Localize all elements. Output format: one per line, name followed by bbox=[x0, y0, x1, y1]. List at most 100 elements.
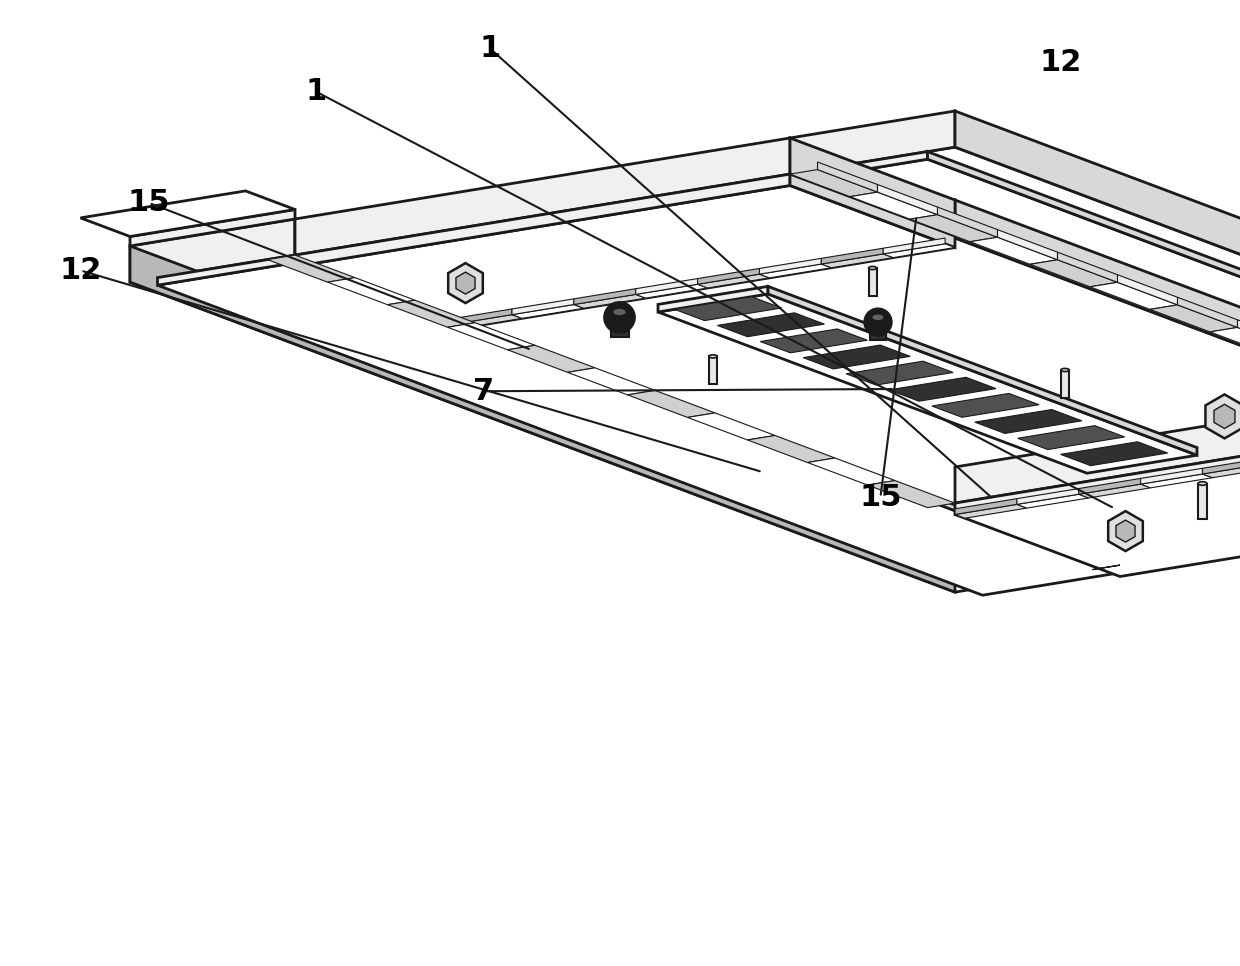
Circle shape bbox=[864, 308, 892, 336]
Polygon shape bbox=[718, 313, 825, 337]
Polygon shape bbox=[1030, 260, 1117, 287]
Polygon shape bbox=[889, 378, 996, 401]
Polygon shape bbox=[768, 286, 1197, 455]
Polygon shape bbox=[1092, 565, 1120, 570]
Polygon shape bbox=[759, 264, 831, 278]
Polygon shape bbox=[870, 322, 887, 340]
Polygon shape bbox=[868, 268, 877, 296]
Polygon shape bbox=[955, 422, 1240, 565]
Polygon shape bbox=[295, 255, 1120, 573]
Polygon shape bbox=[1141, 474, 1213, 488]
Polygon shape bbox=[790, 170, 878, 197]
Text: 15: 15 bbox=[128, 188, 170, 217]
Polygon shape bbox=[456, 272, 475, 294]
Polygon shape bbox=[868, 480, 955, 507]
Polygon shape bbox=[932, 393, 1039, 417]
Polygon shape bbox=[295, 185, 955, 328]
Polygon shape bbox=[81, 191, 295, 237]
Polygon shape bbox=[448, 323, 534, 350]
Polygon shape bbox=[817, 162, 878, 192]
Polygon shape bbox=[698, 269, 759, 284]
Polygon shape bbox=[790, 174, 955, 247]
Polygon shape bbox=[790, 159, 1240, 492]
Polygon shape bbox=[658, 286, 768, 312]
Text: 1: 1 bbox=[305, 77, 327, 106]
Polygon shape bbox=[636, 284, 708, 298]
Polygon shape bbox=[450, 315, 522, 328]
Polygon shape bbox=[975, 410, 1081, 434]
Polygon shape bbox=[1203, 458, 1240, 474]
Polygon shape bbox=[460, 200, 955, 319]
Polygon shape bbox=[1092, 565, 1120, 570]
Polygon shape bbox=[460, 238, 1240, 505]
Polygon shape bbox=[878, 185, 937, 214]
Polygon shape bbox=[760, 329, 867, 353]
Polygon shape bbox=[955, 422, 1240, 515]
Polygon shape bbox=[955, 504, 1027, 518]
Text: 12: 12 bbox=[1039, 48, 1081, 77]
Polygon shape bbox=[1109, 511, 1143, 551]
Polygon shape bbox=[1017, 489, 1079, 504]
Polygon shape bbox=[627, 390, 715, 417]
Polygon shape bbox=[610, 318, 629, 337]
Ellipse shape bbox=[868, 267, 877, 270]
Circle shape bbox=[604, 302, 635, 332]
Polygon shape bbox=[846, 361, 954, 385]
Polygon shape bbox=[327, 277, 415, 304]
Polygon shape bbox=[1092, 565, 1120, 570]
Polygon shape bbox=[1058, 252, 1117, 282]
Polygon shape bbox=[130, 219, 295, 282]
Polygon shape bbox=[1079, 478, 1141, 495]
Polygon shape bbox=[1090, 282, 1178, 309]
Polygon shape bbox=[698, 274, 769, 288]
Polygon shape bbox=[937, 207, 997, 238]
Polygon shape bbox=[1079, 484, 1151, 497]
Ellipse shape bbox=[1198, 482, 1207, 485]
Polygon shape bbox=[821, 254, 893, 268]
Polygon shape bbox=[1018, 426, 1125, 449]
Polygon shape bbox=[1149, 305, 1238, 332]
Polygon shape bbox=[1141, 469, 1203, 484]
Polygon shape bbox=[512, 304, 584, 319]
Polygon shape bbox=[130, 210, 295, 246]
Polygon shape bbox=[687, 412, 775, 440]
Polygon shape bbox=[1116, 520, 1135, 542]
Ellipse shape bbox=[873, 315, 884, 320]
Polygon shape bbox=[955, 386, 1240, 503]
Polygon shape bbox=[450, 309, 512, 325]
Ellipse shape bbox=[709, 355, 717, 358]
Polygon shape bbox=[1205, 394, 1240, 439]
Polygon shape bbox=[748, 436, 835, 463]
Polygon shape bbox=[883, 238, 945, 254]
Polygon shape bbox=[157, 255, 295, 285]
Polygon shape bbox=[1178, 298, 1238, 327]
Polygon shape bbox=[1198, 484, 1207, 519]
Polygon shape bbox=[821, 248, 883, 264]
Polygon shape bbox=[130, 255, 1120, 592]
Polygon shape bbox=[790, 147, 1240, 484]
Polygon shape bbox=[883, 243, 955, 258]
Polygon shape bbox=[295, 219, 1120, 565]
Polygon shape bbox=[130, 246, 955, 592]
Polygon shape bbox=[955, 111, 1240, 457]
Polygon shape bbox=[955, 200, 1240, 424]
Polygon shape bbox=[1061, 370, 1069, 398]
Polygon shape bbox=[507, 345, 595, 372]
Polygon shape bbox=[970, 238, 1058, 265]
Polygon shape bbox=[955, 434, 1240, 577]
Polygon shape bbox=[849, 192, 937, 219]
Polygon shape bbox=[675, 297, 781, 321]
Polygon shape bbox=[512, 298, 574, 315]
Ellipse shape bbox=[614, 309, 626, 315]
Polygon shape bbox=[574, 295, 646, 308]
Polygon shape bbox=[636, 278, 698, 295]
Polygon shape bbox=[1238, 320, 1240, 350]
Text: 1: 1 bbox=[479, 34, 501, 63]
Polygon shape bbox=[955, 498, 1017, 515]
Polygon shape bbox=[709, 356, 717, 384]
Polygon shape bbox=[1210, 327, 1240, 355]
Text: 7: 7 bbox=[472, 377, 495, 406]
Polygon shape bbox=[448, 263, 482, 303]
Polygon shape bbox=[759, 258, 821, 274]
Polygon shape bbox=[1060, 441, 1168, 466]
